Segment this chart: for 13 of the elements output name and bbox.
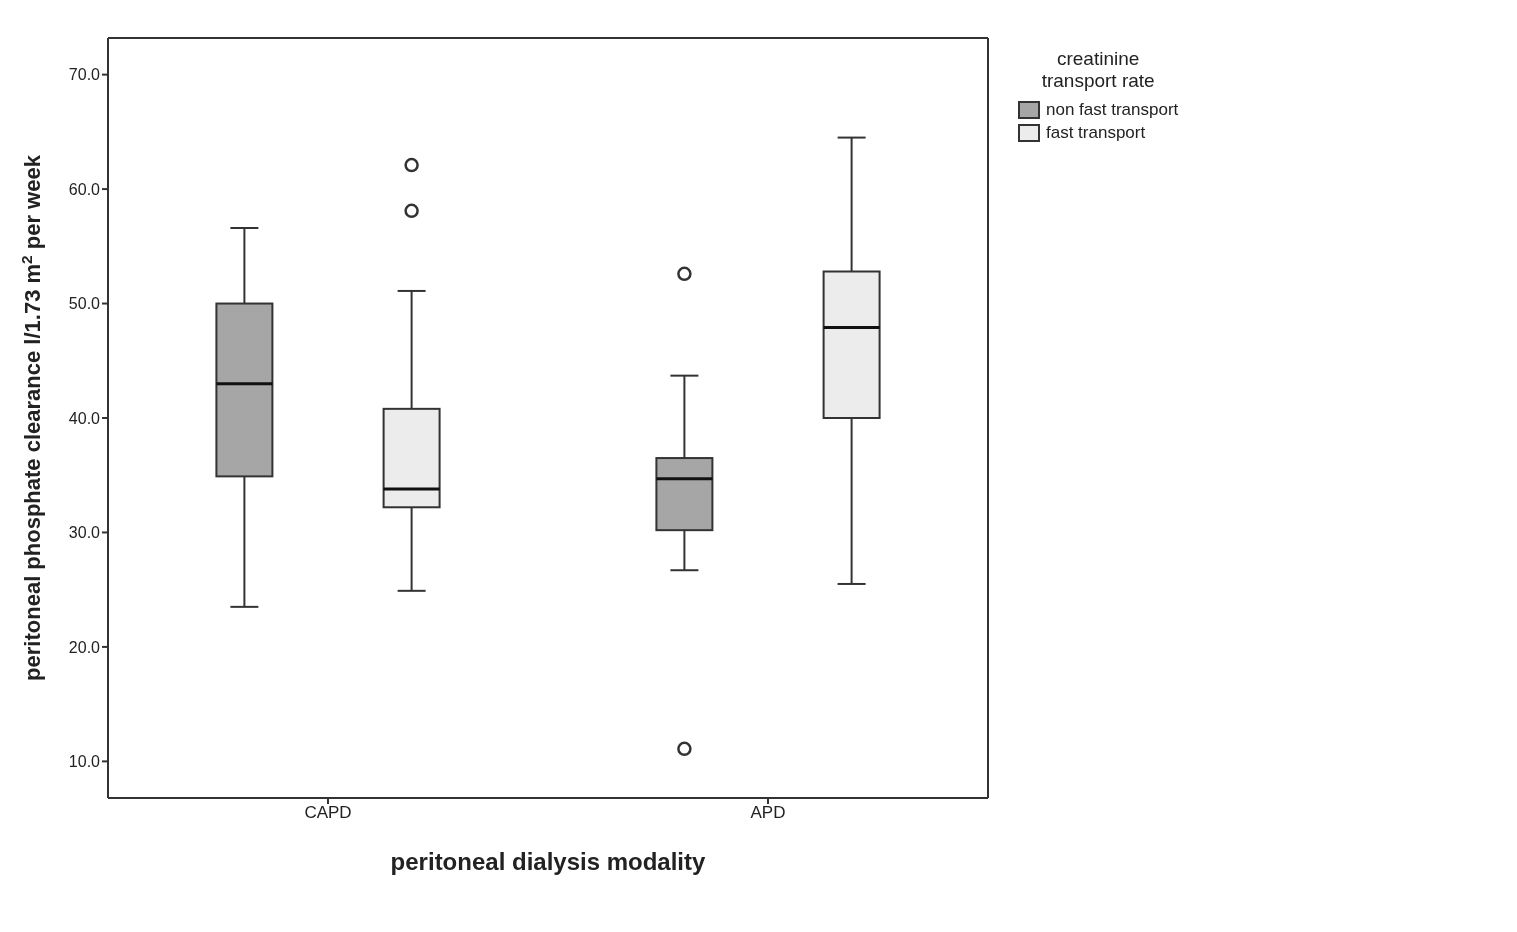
legend-title: creatinine transport rate [1040, 48, 1156, 92]
x-tick-label: APD [750, 803, 786, 823]
y-tick-label: 40.0 [68, 409, 101, 427]
y-tick-label: 70.0 [68, 66, 101, 84]
y-tick-label: 50.0 [68, 295, 101, 313]
x-tick-label: CAPD [304, 803, 352, 823]
y-tick-label: 20.0 [68, 638, 101, 656]
y-tick-label: 60.0 [68, 180, 101, 198]
legend-label: non fast transport [1046, 100, 1179, 120]
legend-label: fast transport [1046, 123, 1146, 143]
x-axis-title: peritoneal dialysis modality [390, 848, 707, 875]
y-tick-label: 30.0 [68, 524, 101, 542]
y-tick-label: 10.0 [68, 753, 101, 771]
